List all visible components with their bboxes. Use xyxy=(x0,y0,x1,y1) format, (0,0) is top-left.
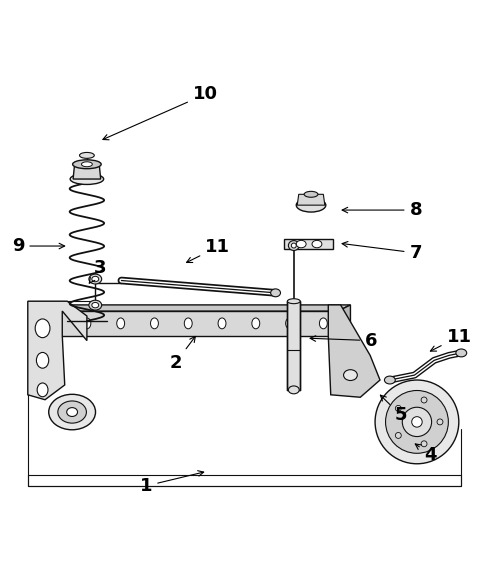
Ellipse shape xyxy=(395,432,401,439)
Text: 3: 3 xyxy=(89,259,107,283)
Text: 11: 11 xyxy=(187,238,230,262)
Ellipse shape xyxy=(385,391,449,453)
Ellipse shape xyxy=(288,240,299,251)
Text: 1: 1 xyxy=(140,471,204,495)
Ellipse shape xyxy=(218,318,226,329)
Ellipse shape xyxy=(402,407,432,436)
Ellipse shape xyxy=(89,274,102,284)
Polygon shape xyxy=(338,305,350,336)
Ellipse shape xyxy=(83,318,91,329)
Ellipse shape xyxy=(37,383,48,397)
Ellipse shape xyxy=(73,160,101,169)
Ellipse shape xyxy=(288,386,299,394)
Text: 6: 6 xyxy=(310,332,378,350)
Polygon shape xyxy=(57,305,350,311)
Ellipse shape xyxy=(286,318,293,329)
Ellipse shape xyxy=(92,276,99,282)
Text: 4: 4 xyxy=(415,444,437,464)
Ellipse shape xyxy=(58,401,86,423)
Ellipse shape xyxy=(296,198,326,212)
Ellipse shape xyxy=(304,191,318,197)
Ellipse shape xyxy=(117,318,124,329)
Ellipse shape xyxy=(37,352,49,368)
Polygon shape xyxy=(28,301,87,400)
Ellipse shape xyxy=(412,417,422,427)
Ellipse shape xyxy=(343,370,357,381)
Ellipse shape xyxy=(271,289,281,297)
Ellipse shape xyxy=(312,240,322,248)
Ellipse shape xyxy=(151,318,159,329)
Ellipse shape xyxy=(456,349,467,357)
Ellipse shape xyxy=(296,240,306,248)
Polygon shape xyxy=(73,164,101,179)
Ellipse shape xyxy=(375,380,459,464)
Text: 2: 2 xyxy=(169,337,195,372)
Polygon shape xyxy=(57,311,338,336)
Polygon shape xyxy=(28,475,461,486)
Polygon shape xyxy=(284,239,333,249)
Ellipse shape xyxy=(89,300,102,310)
Ellipse shape xyxy=(395,405,401,412)
Text: 10: 10 xyxy=(103,86,218,140)
Text: 9: 9 xyxy=(12,237,65,255)
Text: 7: 7 xyxy=(342,242,422,262)
Polygon shape xyxy=(288,301,300,390)
Text: 8: 8 xyxy=(342,201,422,219)
Ellipse shape xyxy=(67,408,78,417)
Text: 5: 5 xyxy=(380,395,407,425)
Ellipse shape xyxy=(184,318,192,329)
Ellipse shape xyxy=(288,299,300,303)
Polygon shape xyxy=(329,305,380,397)
Ellipse shape xyxy=(92,302,99,308)
Ellipse shape xyxy=(49,394,95,430)
Ellipse shape xyxy=(252,318,260,329)
Ellipse shape xyxy=(421,397,427,403)
Ellipse shape xyxy=(437,419,443,425)
Ellipse shape xyxy=(35,319,50,338)
Ellipse shape xyxy=(384,376,395,384)
Ellipse shape xyxy=(70,173,104,185)
Ellipse shape xyxy=(291,243,296,248)
Polygon shape xyxy=(297,194,325,205)
Text: 11: 11 xyxy=(430,328,471,351)
Ellipse shape xyxy=(421,441,427,447)
Ellipse shape xyxy=(80,153,94,158)
Ellipse shape xyxy=(320,318,328,329)
Ellipse shape xyxy=(82,162,92,167)
